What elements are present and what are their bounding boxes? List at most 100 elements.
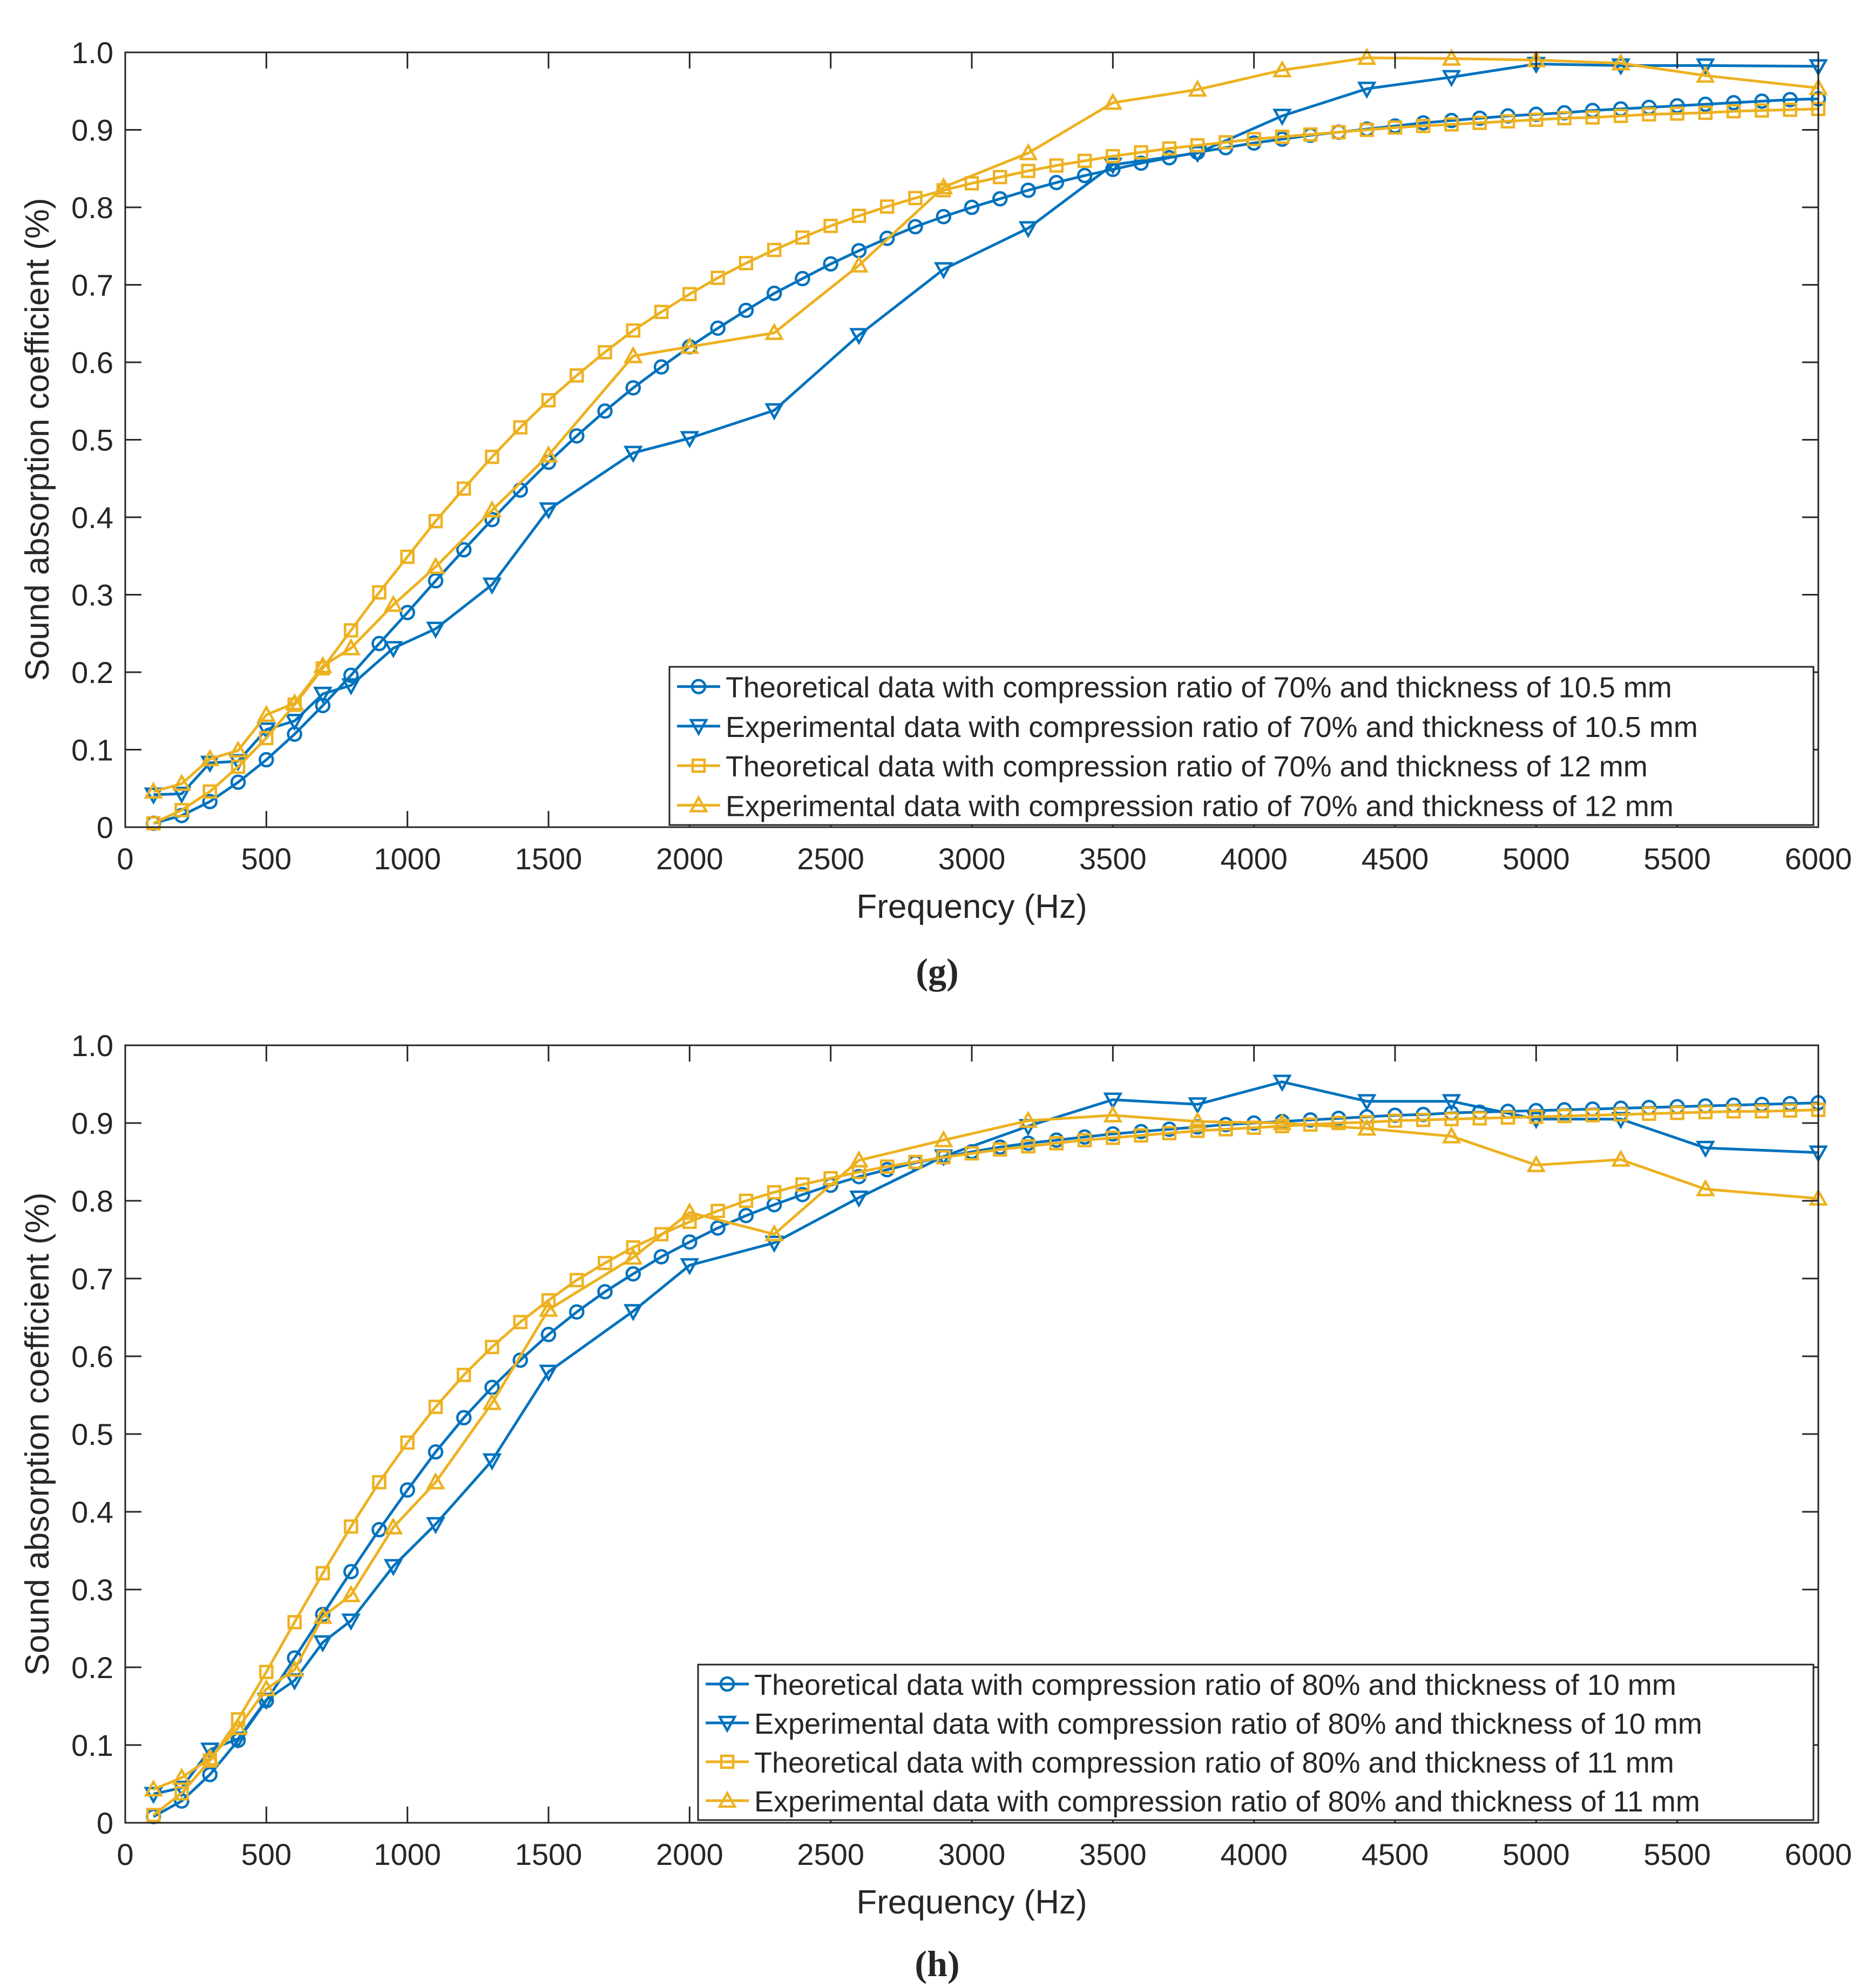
data-point (144, 781, 164, 799)
series-line (153, 1080, 1819, 1796)
data-point (428, 573, 444, 589)
data-point (569, 1304, 585, 1320)
data-point (879, 199, 895, 214)
data-point (597, 1284, 613, 1300)
data-point (623, 1304, 643, 1322)
data-point (1725, 95, 1742, 111)
data-point (1272, 60, 1292, 78)
data-point (426, 1517, 445, 1534)
x-tick-label: 2500 (797, 1837, 864, 1871)
data-point (623, 445, 643, 463)
data-point (795, 271, 810, 287)
data-point (1472, 1111, 1487, 1126)
data-point (1188, 1097, 1207, 1115)
data-point (341, 638, 361, 655)
data-point (1357, 82, 1377, 99)
data-point (1357, 1118, 1377, 1136)
y-tick-label: 0.9 (71, 1106, 113, 1140)
y-tick-label: 0.7 (71, 268, 113, 302)
x-tick-label: 500 (241, 842, 292, 876)
y-tick-label: 0.2 (71, 655, 113, 689)
data-point (1275, 130, 1290, 144)
data-point (341, 1613, 361, 1631)
x-tick-label: 5000 (1502, 1837, 1570, 1871)
data-point (1441, 1126, 1461, 1144)
data-point (482, 1392, 502, 1410)
data-point (849, 255, 869, 273)
data-point (228, 740, 248, 758)
data-point (285, 693, 304, 711)
x-tick-label: 3500 (1079, 842, 1147, 876)
legend-item: Experimental data with compression ratio… (706, 1786, 1700, 1818)
legend-item: Experimental data with compression ratio… (677, 790, 1674, 822)
data-point (1696, 65, 1715, 83)
data-point (625, 1266, 641, 1282)
data-point (372, 1475, 387, 1490)
legend-item: Experimental data with compression ratio… (677, 711, 1698, 743)
data-point (482, 500, 502, 518)
data-point (710, 320, 726, 336)
data-point (144, 1779, 164, 1797)
data-point (1754, 93, 1770, 109)
x-axis-label: Frequency (Hz) (856, 1884, 1087, 1921)
data-point (1670, 1106, 1684, 1120)
data-point (1331, 1115, 1346, 1131)
data-point (313, 655, 333, 673)
data-point (1585, 1108, 1600, 1123)
data-point (1755, 1104, 1769, 1119)
data-point (1357, 1094, 1377, 1112)
data-point (1697, 96, 1714, 112)
x-tick-label: 2000 (656, 842, 723, 876)
data-point (1049, 1136, 1064, 1151)
data-point (767, 242, 782, 258)
data-point (1696, 1179, 1715, 1196)
data-point (202, 784, 218, 799)
data-point (1357, 48, 1377, 65)
data-point (1134, 1128, 1148, 1143)
data-point (1526, 1112, 1546, 1130)
data-point (1696, 1140, 1715, 1158)
data-point (484, 512, 500, 528)
data-point (598, 345, 612, 360)
data-point (1529, 1110, 1544, 1124)
data-point (428, 1399, 443, 1414)
data-point (285, 1659, 304, 1677)
data-point (1613, 109, 1628, 123)
legend-label: Experimental data with compression ratio… (754, 1786, 1700, 1818)
data-point (1106, 149, 1120, 164)
data-point (625, 380, 641, 396)
x-tick-label: 3000 (938, 842, 1006, 876)
data-point (372, 585, 387, 600)
data-point (851, 208, 867, 224)
data-point (739, 256, 754, 271)
data-point (313, 1635, 333, 1653)
data-point (1272, 1074, 1292, 1092)
data-point (933, 1130, 953, 1147)
y-tick-label: 0.6 (71, 1340, 113, 1374)
data-point (766, 286, 782, 301)
data-point (680, 431, 700, 449)
data-point (1049, 158, 1064, 173)
data-point (933, 262, 953, 280)
data-point (1642, 1106, 1656, 1121)
data-point (1726, 104, 1741, 119)
data-point (285, 714, 304, 732)
y-tick-label: 0.4 (71, 1495, 113, 1529)
data-point (1106, 1131, 1120, 1145)
data-point (426, 1472, 445, 1490)
data-point (879, 231, 895, 246)
legend-item: Theoretical data with compression ratio … (706, 1747, 1674, 1779)
data-point (680, 336, 700, 354)
data-point (849, 1190, 869, 1208)
data-point (1272, 109, 1292, 126)
data-point (1670, 106, 1684, 121)
legend: Theoretical data with compression ratio … (697, 1664, 1815, 1821)
data-point (341, 678, 361, 695)
y-tick-label: 1.0 (71, 36, 113, 70)
data-point (485, 449, 499, 464)
y-tick-label: 0.1 (71, 733, 113, 767)
legend-box (697, 1664, 1815, 1821)
data-point (202, 794, 218, 809)
y-tick-label: 0.9 (71, 113, 113, 147)
chart-panel-g: 0 500 1000 1500 2000 2500 3000 3500 4000 4500 5000… (19, 36, 1852, 992)
